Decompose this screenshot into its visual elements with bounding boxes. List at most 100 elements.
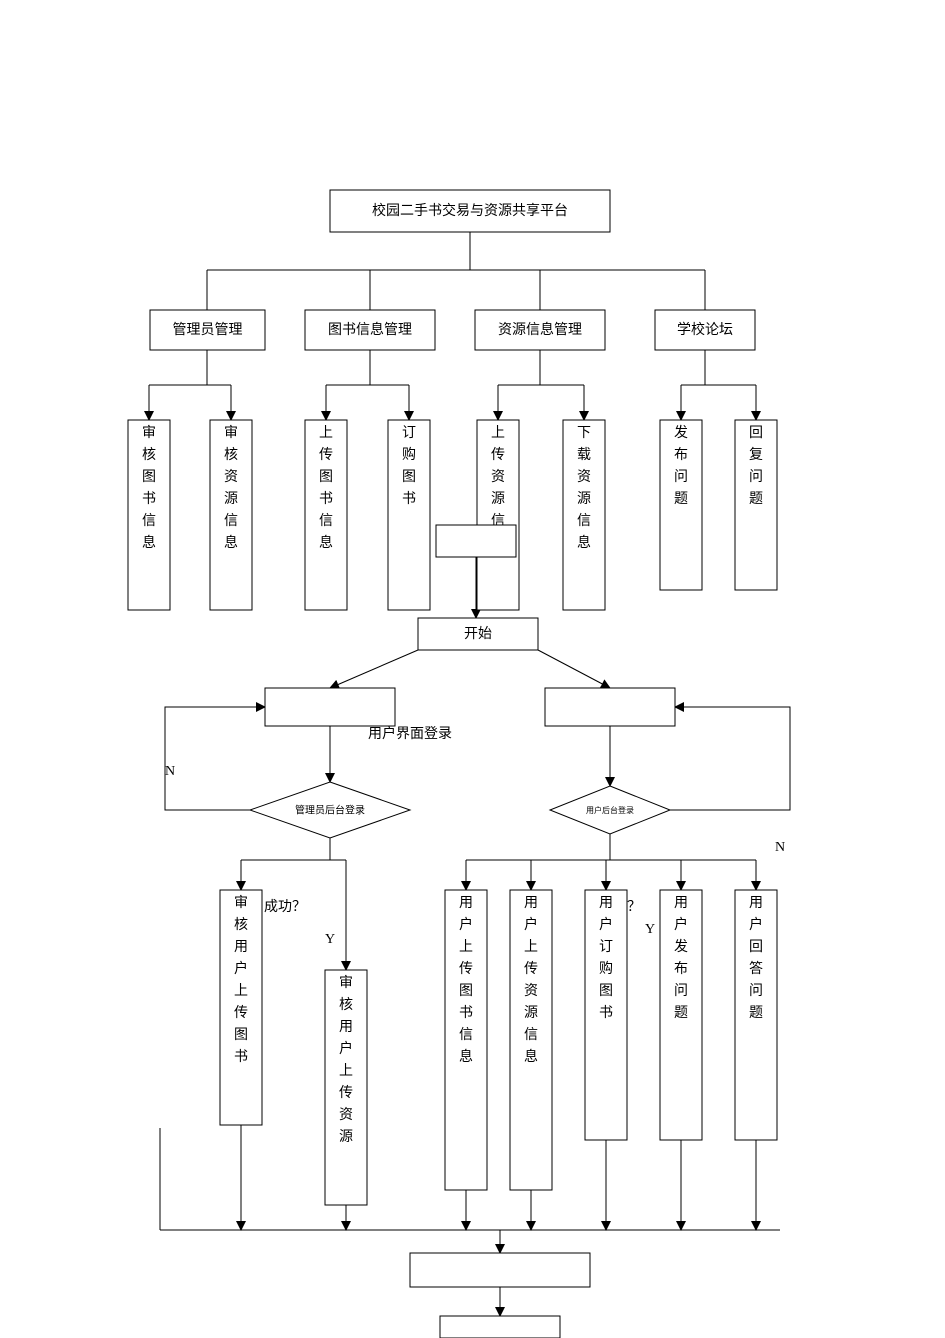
node-text: 书 — [234, 1049, 248, 1065]
node-text: 户 — [524, 916, 538, 933]
node-label: 开始 — [464, 626, 492, 642]
node-text: 图 — [599, 984, 613, 999]
node-text: 发 — [674, 425, 688, 441]
node-text: 户 — [234, 960, 248, 977]
node-text: 息 — [142, 534, 156, 551]
node-text: 用 — [339, 1020, 353, 1035]
node-label: 图书信息管理 — [328, 321, 412, 338]
node-text: 息 — [459, 1048, 473, 1065]
node-merge — [410, 1253, 590, 1287]
node-text: 题 — [749, 492, 763, 507]
node-text: 答 — [749, 960, 763, 977]
node-text: 息 — [524, 1048, 538, 1065]
node-text: 订 — [402, 425, 416, 441]
node-text: 上 — [234, 983, 248, 999]
node-text: 传 — [339, 1085, 353, 1101]
node-text: 息 — [319, 534, 333, 551]
node-text: 书 — [459, 1005, 473, 1021]
node-text: 上 — [319, 425, 333, 441]
node-text: 传 — [524, 961, 538, 977]
node-text: 户 — [339, 1040, 353, 1057]
edge — [538, 650, 610, 688]
node-text: 题 — [749, 1006, 763, 1021]
node-label: 校园二手书交易与资源共享平台 — [372, 202, 568, 219]
node-text: 用 — [459, 896, 473, 911]
node-text: 下 — [577, 426, 591, 441]
node-text: 购 — [599, 961, 613, 977]
node-text: 息 — [577, 534, 591, 551]
node-text: 核 — [339, 997, 353, 1013]
node-text: 信 — [319, 513, 333, 529]
node-text: 问 — [749, 469, 763, 485]
node-text: 题 — [674, 492, 688, 507]
node-text: 布 — [674, 961, 688, 977]
node-label: 管理员管理 — [173, 322, 243, 338]
node-text: 用 — [234, 940, 248, 955]
node-text: 购 — [402, 447, 416, 463]
node-text: 息 — [224, 534, 238, 551]
node-text: 图 — [459, 984, 473, 999]
node-text: 资 — [224, 469, 238, 485]
node-text: 上 — [524, 939, 538, 955]
node-text: 核 — [142, 447, 156, 463]
node-text: 订 — [599, 939, 613, 955]
edge — [165, 707, 265, 810]
node-text: 问 — [674, 469, 688, 485]
node-text: 资 — [577, 469, 591, 485]
node-label: 用户后台登录 — [586, 805, 634, 815]
node-text: 图 — [142, 470, 156, 485]
node-text: 源 — [224, 491, 238, 507]
node-text: 布 — [674, 447, 688, 463]
node-text: 资 — [524, 983, 538, 999]
node-text: 图 — [319, 470, 333, 485]
node-text: 传 — [234, 1005, 248, 1021]
node-label: 资源信息管理 — [498, 321, 582, 338]
node-text: 审 — [224, 425, 238, 441]
node-text: 载 — [577, 447, 591, 463]
node-text: 传 — [319, 447, 333, 463]
node-text: 用 — [674, 896, 688, 911]
node-text: 审 — [339, 975, 353, 991]
node-text: 户 — [599, 916, 613, 933]
node-text: 用 — [524, 896, 538, 911]
node-text: 核 — [224, 447, 238, 463]
node-text: 回 — [749, 939, 763, 955]
node-text: 用 — [599, 896, 613, 911]
node-text: 源 — [339, 1129, 353, 1145]
edge — [670, 707, 790, 810]
node-text: 核 — [234, 917, 248, 933]
node-text: 书 — [319, 491, 333, 507]
node-text: 资 — [491, 469, 505, 485]
node-text: 复 — [749, 446, 763, 463]
node-text: 上 — [459, 939, 473, 955]
node-text: 信 — [524, 1027, 538, 1043]
flowchart-canvas: 校园二手书交易与资源共享平台管理员管理图书信息管理资源信息管理学校论坛审核图书信… — [0, 0, 945, 1338]
node-label: 管理员后台登录 — [295, 803, 365, 816]
node-small1 — [436, 525, 516, 557]
edge — [330, 650, 418, 688]
node-text: 传 — [491, 447, 505, 463]
node-text: 户 — [459, 916, 473, 933]
node-label: 学校论坛 — [677, 321, 733, 338]
node-text: 户 — [674, 916, 688, 933]
node-text: 上 — [339, 1063, 353, 1079]
free-label: N — [165, 764, 175, 779]
node-text: 问 — [749, 983, 763, 999]
node-loginR — [545, 688, 675, 726]
node-text: 发 — [674, 939, 688, 955]
node-loginL — [265, 688, 395, 726]
node-text: 信 — [224, 513, 238, 529]
free-label: Y — [325, 932, 335, 947]
free-label: N — [775, 840, 785, 855]
node-text: 问 — [674, 983, 688, 999]
node-text: 传 — [459, 961, 473, 977]
free-label: 成功？ — [264, 899, 306, 915]
node-text: 信 — [142, 513, 156, 529]
node-text: 上 — [491, 425, 505, 441]
node-text: 书 — [402, 491, 416, 507]
node-text: 题 — [674, 1006, 688, 1021]
node-text: 源 — [577, 491, 591, 507]
node-text: 户 — [749, 916, 763, 933]
node-text: 资 — [339, 1107, 353, 1123]
node-text: 用 — [749, 896, 763, 911]
